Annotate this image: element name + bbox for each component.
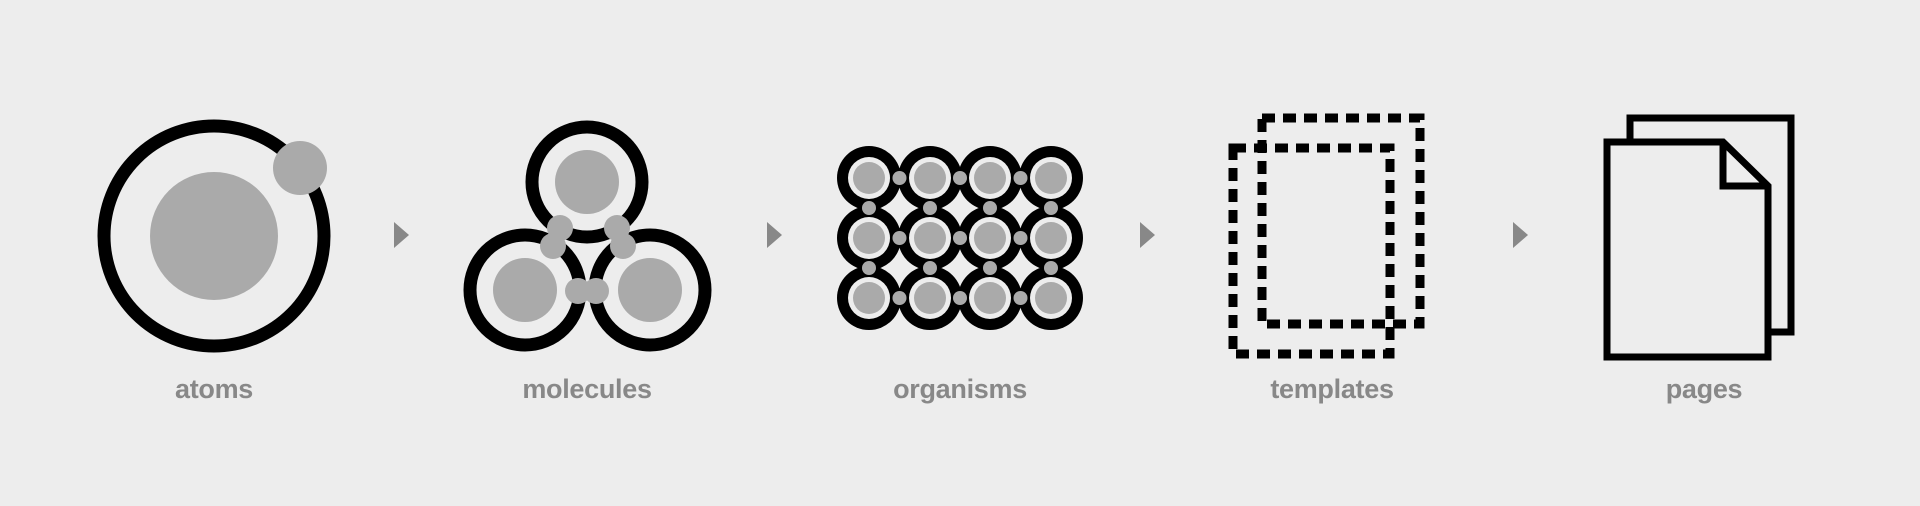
- molecule-bonds: [540, 215, 636, 304]
- organism-bond: [1044, 201, 1058, 215]
- page-fold: [1719, 142, 1768, 190]
- page-sheet-front: [1603, 138, 1772, 361]
- arrow-templates-to-pages: [1513, 222, 1528, 248]
- organism-bond: [862, 201, 876, 215]
- organism-bond: [923, 201, 937, 215]
- molecule-atom-right: [618, 258, 682, 322]
- organism-icon: [837, 146, 1083, 330]
- organism-cell-core: [1035, 282, 1067, 314]
- organism-cell-core: [1035, 222, 1067, 254]
- atom-icon: [97, 119, 331, 353]
- organism-bond: [892, 291, 907, 305]
- organism-cell-core: [853, 162, 885, 194]
- organism-bond: [892, 231, 907, 245]
- organism-bond: [983, 261, 997, 275]
- organism-cell-core: [914, 162, 946, 194]
- template-icon: [1228, 113, 1425, 359]
- organism-bond: [1044, 261, 1058, 275]
- label-templates: templates: [1270, 374, 1394, 404]
- atom-nucleus: [150, 172, 278, 300]
- organism-bond: [953, 231, 967, 245]
- template-sheet-back: [1257, 113, 1425, 329]
- label-atoms: atoms: [174, 374, 254, 404]
- atom-electron: [273, 141, 327, 195]
- label-molecules: molecules: [522, 374, 652, 404]
- atom-orbit: [97, 119, 331, 353]
- flow-arrows: [394, 222, 1528, 248]
- organism-cell-core: [974, 162, 1006, 194]
- organism-cell-core: [914, 282, 946, 314]
- arrow-atoms-to-molecules: [394, 222, 409, 248]
- organism-bond: [1013, 171, 1028, 185]
- organism-bond: [862, 261, 876, 275]
- organism-bond: [983, 201, 997, 215]
- arrow-organisms-to-templates: [1140, 222, 1155, 248]
- organism-cell-core: [974, 282, 1006, 314]
- molecule-atom-left: [493, 258, 557, 322]
- organism-cell-core: [853, 222, 885, 254]
- organism-bond: [953, 291, 967, 305]
- organism-cell-core: [853, 282, 885, 314]
- organism-cell-core: [974, 222, 1006, 254]
- label-pages: pages: [1665, 374, 1743, 404]
- molecule-ring-top: [525, 120, 649, 244]
- pages-icon: [1603, 114, 1795, 361]
- label-organisms: organisms: [893, 374, 1027, 404]
- organism-cell-core: [1035, 162, 1067, 194]
- organism-cell-core: [914, 222, 946, 254]
- organism-bond: [1013, 291, 1028, 305]
- organism-bond: [923, 261, 937, 275]
- organism-bond: [1013, 231, 1028, 245]
- template-sheet-front: [1228, 143, 1395, 359]
- molecule-atom-top: [555, 150, 619, 214]
- molecule-icon: [463, 120, 712, 352]
- organism-bond: [953, 171, 967, 185]
- organism-bond: [892, 171, 907, 185]
- arrow-molecules-to-organisms: [767, 222, 782, 248]
